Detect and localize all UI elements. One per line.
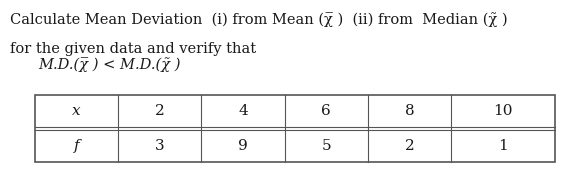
Text: 6: 6: [321, 104, 331, 118]
Text: x: x: [72, 104, 81, 118]
Text: M.D.(χ̅ ) < M.D.(χ̃ ): M.D.(χ̅ ) < M.D.(χ̃ ): [38, 57, 180, 72]
Text: 8: 8: [405, 104, 414, 118]
Text: 10: 10: [493, 104, 513, 118]
Text: f: f: [74, 139, 80, 153]
Text: Calculate Mean Deviation  (i) from Mean (χ̅ )  (ii) from  Median (χ̃ ): Calculate Mean Deviation (i) from Mean (…: [10, 12, 508, 27]
Text: for the given data and verify that: for the given data and verify that: [10, 42, 256, 56]
Text: 4: 4: [238, 104, 248, 118]
Text: 2: 2: [155, 104, 164, 118]
Text: 9: 9: [238, 139, 248, 153]
Text: 1: 1: [498, 139, 508, 153]
Text: 2: 2: [405, 139, 414, 153]
Text: 5: 5: [321, 139, 331, 153]
Text: 3: 3: [155, 139, 164, 153]
